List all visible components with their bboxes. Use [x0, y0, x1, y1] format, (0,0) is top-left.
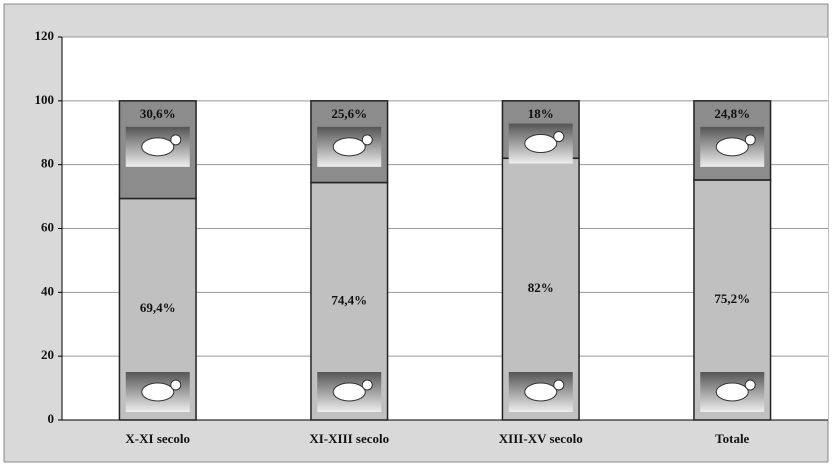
x-tick-label: XI-XIII secolo [309, 431, 389, 446]
y-tick-label: 20 [41, 347, 54, 362]
value-label: 74,4% [331, 292, 367, 307]
value-label: 75,2% [714, 291, 750, 306]
value-label: 24,8% [714, 106, 750, 121]
y-tick-label: 80 [41, 156, 54, 171]
animal-icon-head [553, 379, 565, 391]
animal-icon-head [744, 379, 756, 391]
animal-icon-body [332, 137, 366, 157]
animal-icon-body [715, 137, 749, 157]
animal-icon-body [715, 382, 749, 402]
animal-icon-body [141, 137, 175, 157]
y-tick-label: 40 [41, 283, 54, 298]
animal-icon-head [553, 131, 565, 143]
x-tick-label: X-XI secolo [125, 431, 190, 446]
animal-icon-head [170, 379, 182, 391]
animal-icon-body [332, 382, 366, 402]
x-tick-label: Totale [715, 431, 749, 446]
y-tick-label: 0 [48, 411, 55, 426]
animal-icon-head [361, 379, 373, 391]
y-tick-label: 60 [41, 219, 54, 234]
value-label: 18% [528, 106, 554, 121]
value-label: 25,6% [331, 106, 367, 121]
y-tick-label: 120 [35, 28, 55, 43]
x-tick-label: XIII-XV secolo [499, 431, 583, 446]
animal-icon-body [141, 382, 175, 402]
animal-icon-head [170, 134, 182, 146]
animal-icon-head [361, 134, 373, 146]
animal-icon-body [524, 134, 558, 154]
value-label: 69,4% [140, 300, 176, 315]
value-label: 82% [528, 280, 554, 295]
animal-icon-body [524, 382, 558, 402]
y-tick-label: 100 [35, 92, 55, 107]
value-label: 30,6% [140, 106, 176, 121]
animal-icon-head [744, 134, 756, 146]
